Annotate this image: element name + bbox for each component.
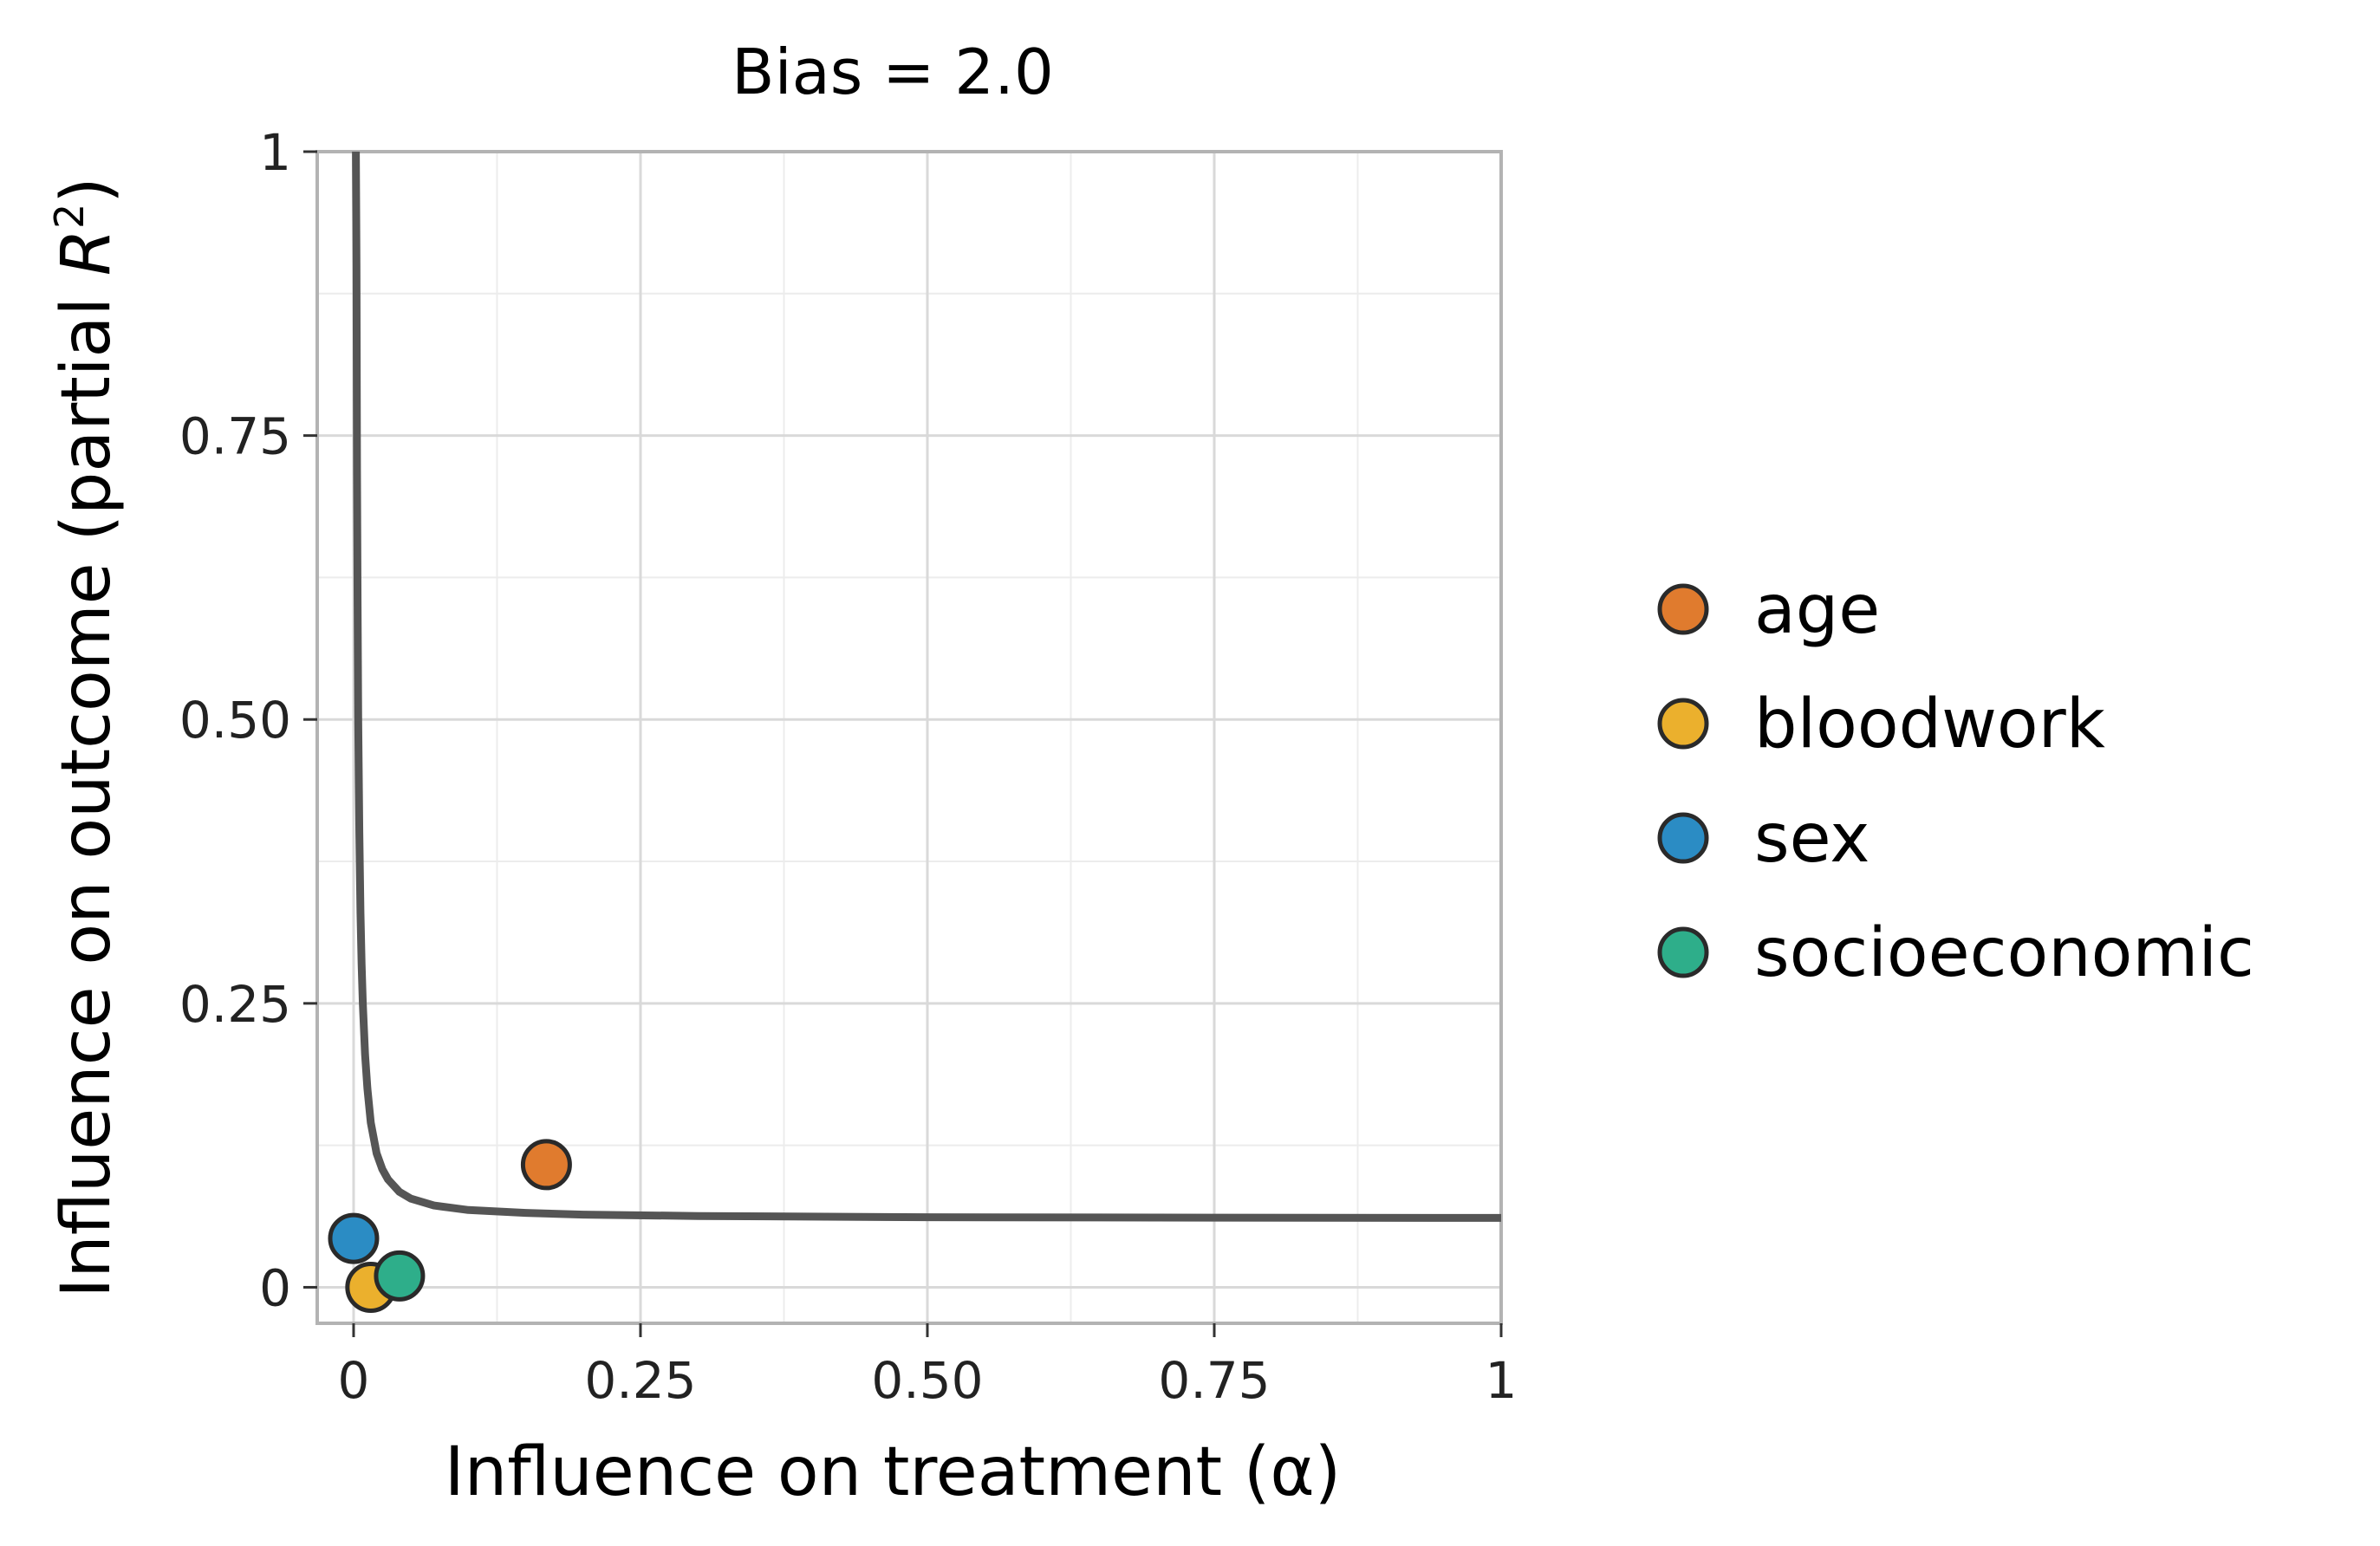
plot-panel [317,152,1501,1323]
y-tick-label: 0.75 [179,407,291,466]
y-tick-label: 1 [259,123,291,182]
legend-label-age: age [1754,571,1880,649]
legend-label-socioeconomic: socioeconomic [1754,914,2254,992]
x-tick-label: 1 [1486,1351,1518,1410]
y-tick-label: 0.50 [179,691,291,750]
y-axis-title-superscript: 2 [46,204,93,229]
grid-minor [317,152,1501,1323]
y-tick-label: 0.25 [179,975,291,1034]
legend-marker-sex [1657,812,1709,864]
chart-title: Bias = 2.0 [732,36,1054,108]
y-axis-ticks: 0 0.25 0.50 0.75 1 [179,123,317,1317]
legend-marker-bloodwork [1657,698,1709,750]
legend-marker-socioeconomic [1657,926,1709,978]
plot-border [315,150,1503,1325]
point-age [520,1139,572,1191]
point-sex [328,1212,380,1264]
x-tick-label: 0.25 [584,1351,696,1410]
y-axis-title-suffix: ) [48,177,126,203]
x-axis-title: Influence on treatment (α) [445,1433,1341,1511]
x-tick-label: 0.75 [1158,1351,1270,1410]
x-tick-label: 0 [338,1351,370,1410]
x-tick-label: 0.50 [871,1351,983,1410]
legend-label-sex: sex [1754,800,1870,878]
y-tick-label: 0 [259,1258,291,1317]
y-axis-title-prefix: Influence on outcome (partial [48,276,126,1297]
y-axis-title-variable: R [48,229,126,276]
legend-marker-age [1657,583,1709,635]
legend-label-bloodwork: bloodwork [1754,685,2105,763]
bias-threshold-curve [352,151,1502,1222]
y-axis-title: Influence on outcome (partial R2) [46,177,126,1297]
data-points [328,1139,572,1313]
point-socioeconomic [374,1250,426,1302]
plot-area: 0 0.25 0.50 0.75 1 0 0.25 0.50 0.75 1 [179,123,1518,1410]
legend: age bloodwork sex socioeconomic [1657,571,2254,992]
x-axis-ticks: 0 0.25 0.50 0.75 1 [338,1323,1518,1410]
